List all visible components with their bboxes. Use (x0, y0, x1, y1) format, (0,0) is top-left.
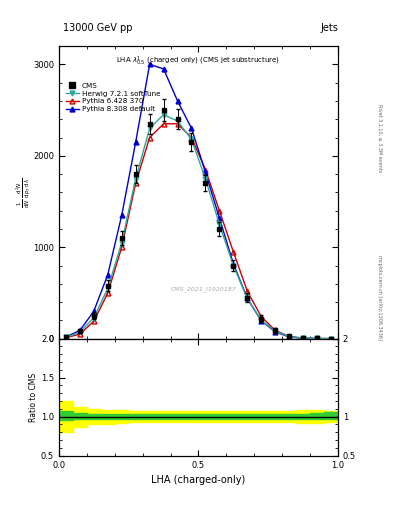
X-axis label: LHA (charged-only): LHA (charged-only) (151, 475, 246, 485)
Legend: CMS, Herwig 7.2.1 softTune, Pythia 6.428 370, Pythia 8.308 default: CMS, Herwig 7.2.1 softTune, Pythia 6.428… (64, 81, 162, 114)
Text: CMS_2021_I1920187: CMS_2021_I1920187 (171, 286, 237, 292)
Y-axis label: $\frac{1}{\mathrm{d}N}\ \frac{\mathrm{d}^2N}{\mathrm{d}p_T\ \mathrm{d}\lambda}$: $\frac{1}{\mathrm{d}N}\ \frac{\mathrm{d}… (14, 177, 31, 207)
Text: Rivet 3.1.10, ≥ 3.3M events: Rivet 3.1.10, ≥ 3.3M events (377, 104, 382, 173)
Text: Jets: Jets (320, 23, 338, 33)
Text: LHA $\lambda^{1}_{0.5}$ (charged only) (CMS jet substructure): LHA $\lambda^{1}_{0.5}$ (charged only) (… (116, 55, 281, 68)
Text: mcplots.cern.ch [arXiv:1306.3436]: mcplots.cern.ch [arXiv:1306.3436] (377, 254, 382, 339)
Y-axis label: Ratio to CMS: Ratio to CMS (29, 373, 38, 422)
Text: 13000 GeV pp: 13000 GeV pp (63, 23, 132, 33)
